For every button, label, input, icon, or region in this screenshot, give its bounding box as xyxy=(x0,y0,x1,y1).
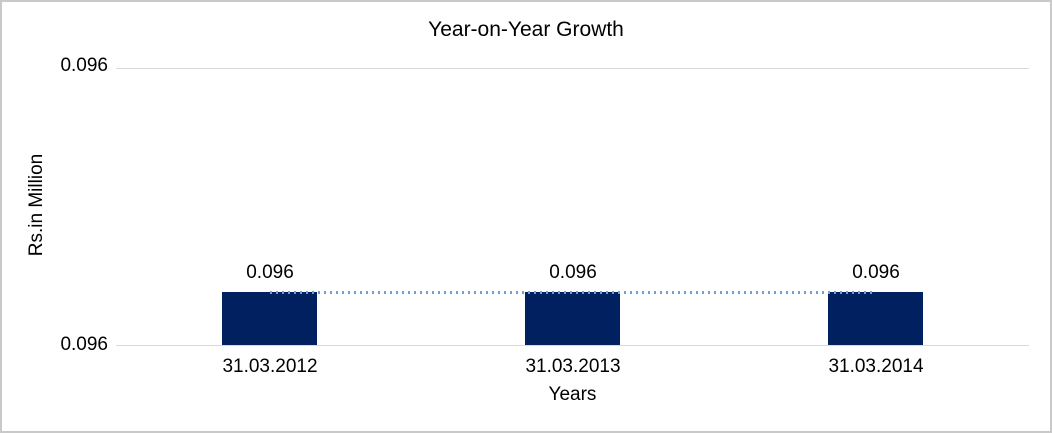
y-axis-title: Rs.in Million xyxy=(26,153,47,257)
y-axis-tick-top: 0.096 xyxy=(60,55,108,76)
x-category-2014: 31.03.2014 xyxy=(828,356,924,377)
x-axis-title: Years xyxy=(548,384,597,405)
x-category-2012: 31.03.2012 xyxy=(222,356,318,377)
dotted-trendline xyxy=(270,291,876,294)
bar-2013 xyxy=(525,292,620,345)
data-label-2012: 0.096 xyxy=(246,262,294,283)
bar-2012 xyxy=(222,292,317,345)
y-axis-tick-bottom: 0.096 xyxy=(60,334,108,355)
plot-area xyxy=(116,68,1029,346)
x-category-2013: 31.03.2013 xyxy=(525,356,621,377)
data-label-2013: 0.096 xyxy=(549,262,597,283)
bar-2014 xyxy=(828,292,923,345)
chart-title: Year-on-Year Growth xyxy=(428,18,624,41)
data-label-2014: 0.096 xyxy=(852,262,900,283)
